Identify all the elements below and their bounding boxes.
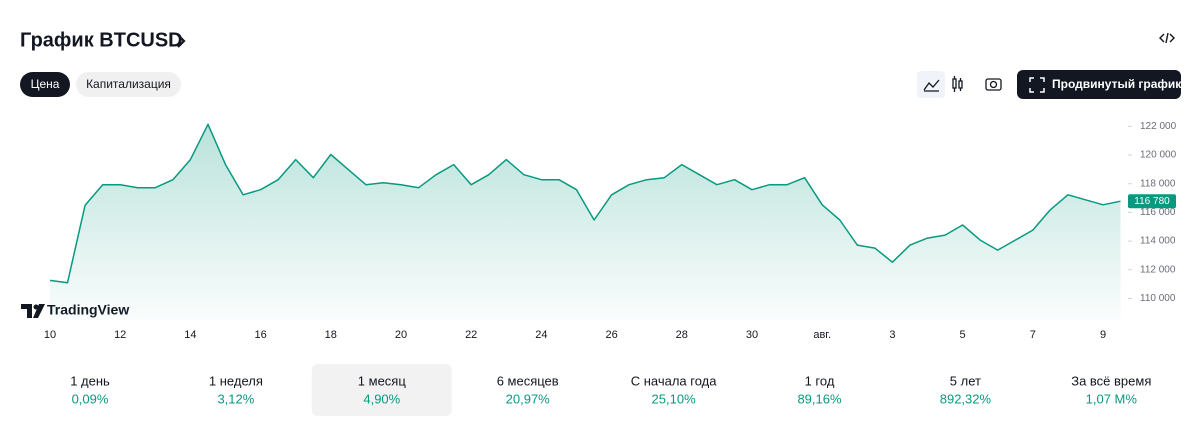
fullscreen-icon: [1029, 77, 1045, 93]
x-tick-label: 12: [114, 329, 126, 341]
area: [50, 124, 1121, 320]
snapshot-button[interactable]: [985, 78, 1002, 91]
x-tick-label: 20: [395, 329, 407, 341]
x-tick-label: 18: [325, 329, 337, 341]
x-tick-label: 26: [605, 329, 617, 341]
x-tick-label: 28: [676, 329, 688, 341]
x-tick-label: 24: [535, 329, 547, 341]
x-tick-label: 14: [184, 329, 196, 341]
tab-label: Цена: [31, 77, 60, 91]
period-name[interactable]: 1 день: [70, 373, 110, 388]
period-name[interactable]: С начала года: [631, 373, 718, 388]
period-name[interactable]: 5 лет: [950, 373, 981, 388]
y-tick-label: 118 000: [1140, 178, 1176, 189]
tab-label: Капитализация: [86, 77, 171, 91]
watermark-logo: [21, 304, 45, 318]
period-change: 1,07 M%: [1086, 391, 1138, 406]
period-change: 3,12%: [217, 391, 254, 406]
x-tick-label: 7: [1030, 329, 1036, 341]
y-tick-label: 114 000: [1140, 236, 1176, 247]
period-change: 4,90%: [363, 391, 400, 406]
period-name[interactable]: За всё время: [1071, 373, 1151, 388]
period-change: 892,32%: [940, 391, 992, 406]
x-tick-label: 9: [1100, 329, 1106, 341]
x-tick-label: 22: [465, 329, 477, 341]
period-name[interactable]: 6 месяцев: [497, 373, 559, 388]
x-tick-label: 5: [960, 329, 966, 341]
x-tick-label: 3: [889, 329, 895, 341]
advanced-button[interactable]: [1017, 70, 1181, 99]
area-icon: [923, 79, 940, 92]
advanced-label: Продвинутый график: [1052, 77, 1182, 91]
tab[interactable]: [76, 72, 181, 97]
embed-icon[interactable]: [1159, 32, 1175, 44]
x-tick-label: 16: [254, 329, 266, 341]
candle-style-button[interactable]: [952, 76, 963, 92]
period-change: 20,97%: [506, 391, 551, 406]
title-chevron[interactable]: [177, 34, 186, 48]
y-tick-label: 116 000: [1140, 207, 1176, 218]
y-tick-label: 110 000: [1140, 293, 1176, 304]
x-tick-label: 30: [746, 329, 758, 341]
x-tick-label: 10: [44, 329, 56, 341]
period-name[interactable]: 1 год: [805, 373, 835, 388]
period-change: 89,16%: [797, 391, 842, 406]
period-change: 0,09%: [72, 391, 109, 406]
period-name[interactable]: 1 месяц: [358, 373, 407, 388]
period-selected[interactable]: [311, 364, 452, 416]
price-line: [49, 123, 1121, 284]
title[interactable]: График BTCUSD: [20, 29, 183, 51]
y-tick-label: 120 000: [1140, 150, 1177, 161]
period-change: 25,10%: [652, 391, 697, 406]
last-price-badge: [1128, 194, 1176, 209]
last-price-label: 116 780: [1134, 196, 1170, 207]
tab[interactable]: [20, 72, 70, 97]
x-tick-label: авг.: [813, 329, 831, 341]
y-tick-label: 112 000: [1140, 264, 1176, 275]
period-name[interactable]: 1 неделя: [209, 373, 263, 388]
y-tick-label: 122 000: [1140, 121, 1177, 132]
